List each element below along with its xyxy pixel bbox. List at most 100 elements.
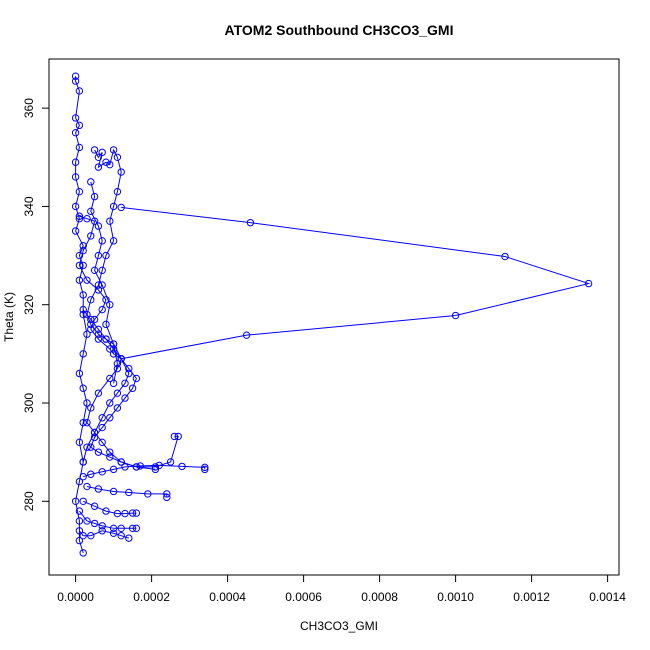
data-point [163,490,171,498]
x-tick-label: 0.0000 [57,590,94,604]
data-point [151,463,160,471]
data-point [87,470,95,478]
series-10 [75,527,133,542]
x-tick-label: 0.0012 [513,590,550,604]
data-point [94,335,103,343]
data-point [584,279,593,288]
data-point [98,266,106,275]
series-6 [79,461,209,481]
data-point [117,203,125,212]
data-point [75,477,84,486]
data-point [113,153,122,161]
data-point [109,202,118,211]
data-point [113,359,122,368]
series-9 [75,507,141,533]
data-point [87,207,95,216]
data-point [121,379,129,388]
data-point [79,246,87,255]
series-4 [117,203,593,363]
data-point [113,509,122,518]
data-point [246,218,255,227]
data-point [128,524,137,533]
data-point [75,261,84,270]
data-point [71,202,80,211]
data-point [90,502,99,510]
data-point [151,465,160,474]
data-point [90,266,99,275]
data-point [79,384,87,392]
data-point [83,443,91,451]
data-point [94,222,103,230]
data-point [125,364,133,373]
data-point [117,355,125,363]
data-point [94,448,103,456]
data-point [98,237,106,245]
data-point [109,487,118,496]
data-point [75,517,84,525]
data-point [174,432,182,441]
plot-frame [48,58,620,576]
data-point [87,531,95,540]
data-point [178,462,186,471]
series-line [78,215,156,470]
data-point [106,374,114,383]
data-point [71,72,80,80]
data-point [87,315,95,324]
data-point [90,192,99,201]
x-tick-label: 0.0010 [437,590,474,604]
data-point [71,227,80,235]
data-point [79,418,87,427]
series-8 [79,497,141,518]
y-tick-label: 360 [22,98,36,118]
data-point [201,463,209,472]
y-axis-label: Theta (K) [2,292,16,342]
data-point [87,296,95,304]
data-point [94,153,103,161]
data-point [94,389,103,397]
data-point [109,524,118,533]
series-11 [87,178,122,388]
chart-title: ATOM2 Southbound CH3CO3_GMI [225,22,454,38]
data-point [98,527,106,535]
data-point [113,389,122,397]
data-point [98,148,106,157]
data-point [98,468,106,476]
series-line [90,181,118,384]
data-point [113,187,122,196]
data-point [117,531,125,540]
x-axis-label: CH3CO3_GMI [300,619,378,633]
data-point [132,524,141,533]
data-point [94,163,103,171]
data-point [83,276,91,284]
data-point [75,276,84,284]
data-point [117,524,125,533]
data-point [155,461,163,470]
data-point [83,330,91,338]
data-point [87,404,95,412]
data-point [75,143,84,152]
data-point [75,507,84,515]
data-point [98,281,106,289]
data-point [71,158,80,166]
x-tick-label: 0.0014 [589,590,626,604]
data-point [90,433,99,442]
series-2 [79,146,133,466]
series-3 [75,212,160,474]
data-point [102,251,110,260]
data-point [79,458,87,466]
data-point [87,178,95,186]
data-point [79,305,87,314]
data-point [75,438,84,447]
x-tick-label: 0.0008 [361,590,398,604]
data-point [94,325,103,333]
series-7 [83,482,171,502]
series-line [82,148,130,463]
series-line [121,206,591,360]
data-point [79,497,87,505]
data-point [75,215,84,223]
data-point [113,404,122,412]
y-tick-label: 340 [22,196,36,216]
data-point [451,311,460,320]
data-point [106,453,114,461]
data-point [83,482,91,491]
